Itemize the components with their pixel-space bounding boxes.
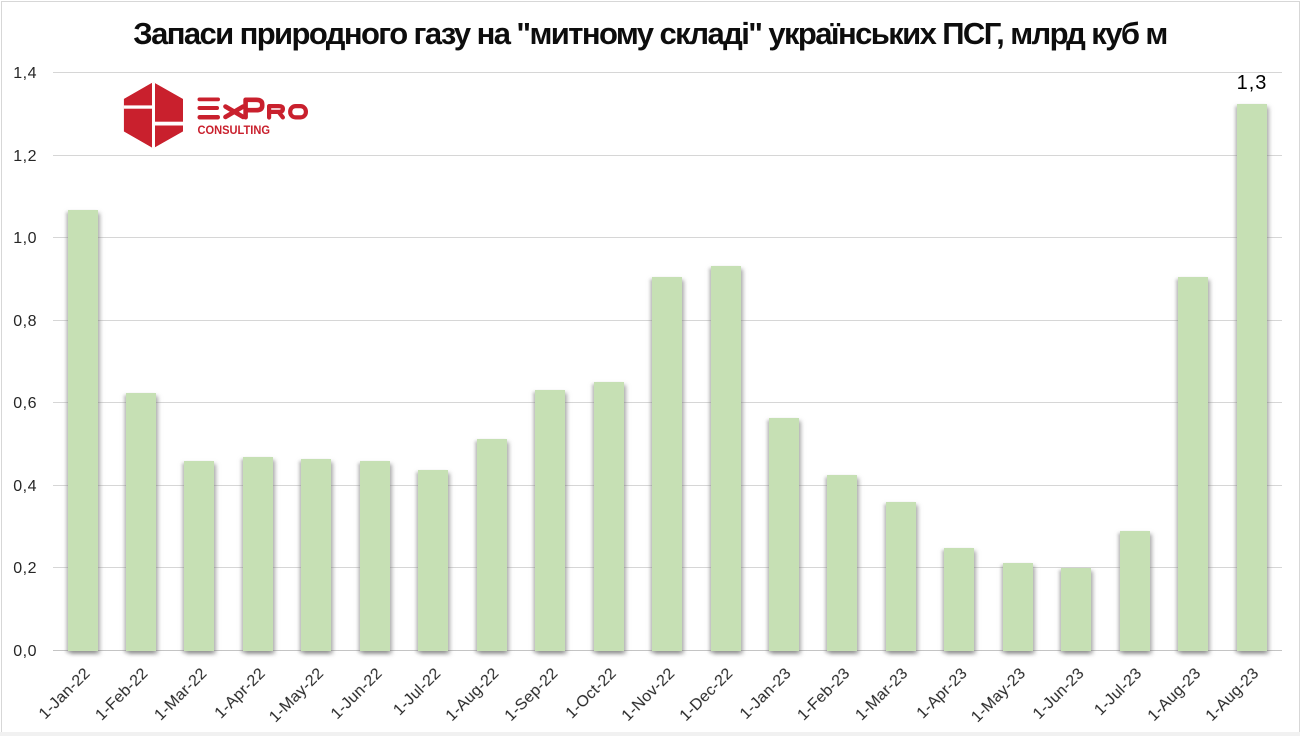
svg-text:CONSULTING: CONSULTING <box>198 125 271 137</box>
